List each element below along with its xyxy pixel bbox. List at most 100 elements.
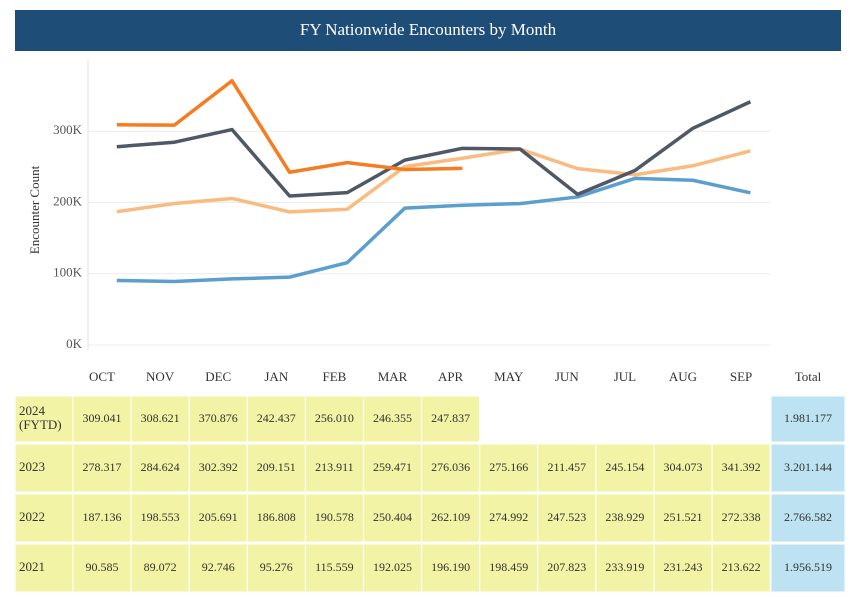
cell <box>130 493 190 543</box>
series-line <box>116 147 751 214</box>
cell-value: 259.471 <box>373 460 412 474</box>
cell <box>304 493 364 543</box>
cell-value: 278.317 <box>83 460 122 474</box>
cell-value: 274.992 <box>489 510 528 524</box>
cell <box>363 395 423 443</box>
cell-value: 89.072 <box>144 560 177 574</box>
y-tick-label: 100K <box>53 265 83 280</box>
total-cell <box>770 493 846 543</box>
x-tick-label: OCT <box>89 369 115 384</box>
cell <box>711 493 771 543</box>
cell <box>653 493 713 543</box>
cell <box>188 493 248 543</box>
cell <box>479 493 539 543</box>
cell-value: 192.025 <box>373 560 412 574</box>
total-cell <box>770 395 846 443</box>
cell-value: 275.166 <box>489 460 528 474</box>
total-value: 3.201.144 <box>784 460 832 474</box>
cell <box>421 395 481 443</box>
y-axis-label: Encounter Count <box>27 165 42 254</box>
cell-value: 198.459 <box>489 560 528 574</box>
cell-value: 242.437 <box>257 411 296 425</box>
cell <box>130 395 190 443</box>
row-label-cell <box>14 493 74 543</box>
x-tick-label: APR <box>438 369 464 384</box>
total-value: 2.766.582 <box>784 510 832 524</box>
x-tick-label: JUN <box>555 369 579 384</box>
cell <box>595 395 655 443</box>
title-bar <box>15 10 841 51</box>
cell <box>595 443 655 493</box>
cell-value: 370.876 <box>199 411 238 425</box>
y-tick-label: 300K <box>53 122 83 137</box>
cell-value: 245.154 <box>605 460 644 474</box>
cell <box>537 543 597 593</box>
total-header: Total <box>795 369 822 384</box>
y-tick-label: 0K <box>66 336 83 351</box>
chart-title: FY Nationwide Encounters by Month <box>300 20 557 39</box>
cell <box>711 443 771 493</box>
cell <box>363 493 423 543</box>
cell <box>537 493 597 543</box>
cell <box>304 443 364 493</box>
row-label: 2021 <box>19 559 45 574</box>
cell <box>479 395 539 443</box>
y-tick-label: 200K <box>53 193 83 208</box>
cell-value: 238.929 <box>605 510 644 524</box>
cell <box>246 543 306 593</box>
cell-value: 272.338 <box>722 510 761 524</box>
total-cell <box>770 443 846 493</box>
cell <box>653 543 713 593</box>
cell-value: 186.808 <box>257 510 296 524</box>
cell <box>421 543 481 593</box>
cell <box>188 395 248 443</box>
cell <box>130 443 190 493</box>
cell <box>304 395 364 443</box>
row-label: 2022 <box>19 509 45 524</box>
cell-value: 308.621 <box>141 411 180 425</box>
cell-value: 90.585 <box>86 560 119 574</box>
cell <box>711 543 771 593</box>
cell <box>537 395 597 443</box>
row-label: 2023 <box>19 459 45 474</box>
x-tick-label: JUL <box>614 369 636 384</box>
cell-value: 247.837 <box>431 411 470 425</box>
cell <box>479 543 539 593</box>
x-tick-label: JAN <box>264 369 288 384</box>
cell-value: 115.559 <box>315 560 354 574</box>
x-tick-label: AUG <box>669 369 697 384</box>
cell-value: 302.392 <box>199 460 238 474</box>
cell-value: 207.823 <box>547 560 586 574</box>
cell-value: 209.151 <box>257 460 296 474</box>
cell-value: 304.073 <box>664 460 703 474</box>
cell-value: 309.041 <box>83 411 122 425</box>
cell-value: 196.190 <box>431 560 470 574</box>
cell <box>246 443 306 493</box>
cell <box>246 395 306 443</box>
x-tick-label: NOV <box>146 369 175 384</box>
series-line <box>116 176 751 284</box>
x-tick-label: FEB <box>322 369 346 384</box>
cell-value: 211.457 <box>548 460 587 474</box>
cell-value: 250.404 <box>373 510 412 524</box>
cell <box>72 543 132 593</box>
cell-value: 247.523 <box>547 510 586 524</box>
cell-value: 95.276 <box>260 560 293 574</box>
cell <box>421 443 481 493</box>
cell-value: 233.919 <box>605 560 644 574</box>
cell-value: 187.136 <box>83 510 122 524</box>
cell-value: 251.521 <box>664 510 703 524</box>
cell-value: 256.010 <box>315 411 354 425</box>
cell <box>304 543 364 593</box>
cell-value: 341.392 <box>722 460 761 474</box>
row-label: 2024 (FYTD) <box>19 403 62 432</box>
cell <box>188 543 248 593</box>
series-line <box>116 100 752 198</box>
x-tick-label: MAR <box>378 369 408 384</box>
row-label-cell <box>14 543 74 593</box>
cell <box>363 543 423 593</box>
cell <box>421 493 481 543</box>
cell <box>72 493 132 543</box>
cell-value: 198.553 <box>141 510 180 524</box>
